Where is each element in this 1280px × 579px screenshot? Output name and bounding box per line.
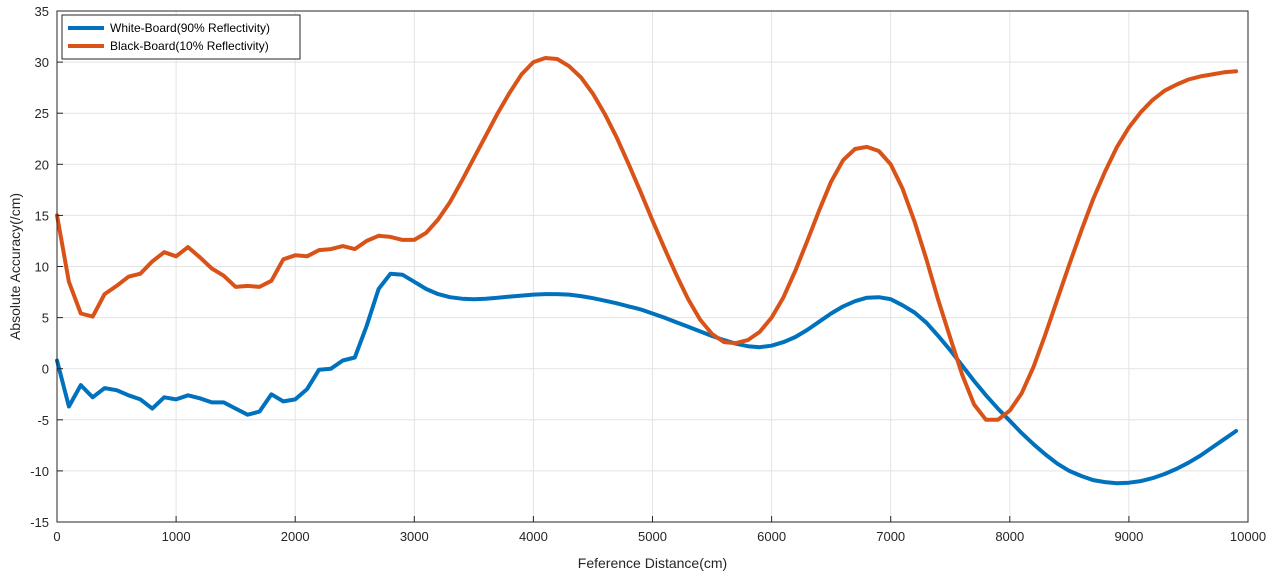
y-tick-label: 30 [35,55,49,70]
x-axis-label: Feference Distance(cm) [578,555,727,571]
x-tick-label: 2000 [281,529,310,544]
x-tick-label: 5000 [638,529,667,544]
x-tick-label: 7000 [876,529,905,544]
y-tick-label: -5 [37,413,49,428]
legend-entry-label: White-Board(90% Reflectivity) [110,21,270,35]
x-tick-label: 1000 [162,529,191,544]
y-tick-label: -10 [30,464,49,479]
tick-labels: 0 1000 2000 3000 4000 5000 6000 7000 8000 9000 100… [30,4,1266,544]
y-tick-label: 10 [35,260,49,275]
legend-box [61,14,301,60]
series-line-1 [55,271,1239,486]
y-tick-label: -15 [30,515,49,530]
legend-entry-label: Black-Board(10% Reflectivity) [110,39,269,53]
x-tick-label: 8000 [995,529,1024,544]
x-tick-label: 0 [53,529,60,544]
y-axis-label: Absolute Accuracy(/cm) [7,193,23,340]
series-layer [55,56,1239,486]
y-tick-label: 20 [35,157,49,172]
x-tick-label: 3000 [400,529,429,544]
x-tick-label: 10000 [1230,529,1266,544]
x-tick-label: 6000 [757,529,786,544]
y-tick-label: 0 [42,362,49,377]
x-tick-label: 4000 [519,529,548,544]
x-tick-label: 9000 [1114,529,1143,544]
y-tick-label: 5 [42,311,49,326]
y-tick-label: 25 [35,106,49,121]
series-line-2 [55,56,1239,422]
legend: White-Board(90% Reflectivity) Black-Board… [61,14,301,60]
y-tick-label: 35 [35,4,49,19]
y-tick-label: 15 [35,208,49,223]
